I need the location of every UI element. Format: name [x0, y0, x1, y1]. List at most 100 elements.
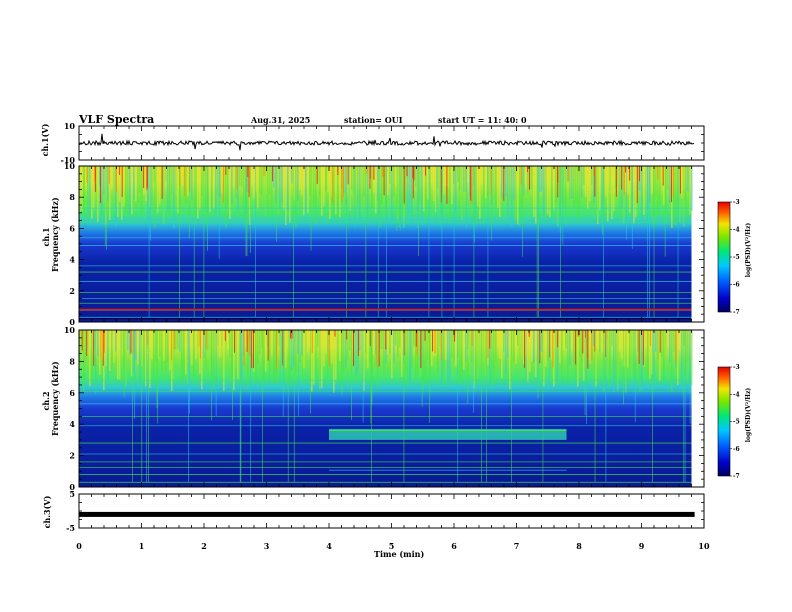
spec1-noise-streak — [99, 166, 101, 187]
spec1-noise-streak — [609, 166, 611, 191]
spec1-noise-streak — [661, 166, 663, 183]
spec1-noise-streak — [457, 166, 459, 183]
spec1-noise-streak — [651, 166, 653, 195]
spec2-noise-streak — [91, 330, 93, 383]
spec1-noise-streak — [669, 166, 671, 204]
spec2-noise-streak — [103, 330, 105, 391]
spec1-noise-streak — [411, 166, 413, 225]
spec2-noise-streak — [447, 330, 449, 381]
spec2-noise-streak — [179, 330, 181, 352]
spec2-hot-spike — [675, 330, 677, 362]
spec1-noise-streak — [375, 166, 377, 213]
spec2-noise-streak — [147, 330, 149, 350]
x-tick-label: 6 — [451, 541, 457, 551]
spec1-noise-streak — [319, 166, 321, 196]
colorbar1-tick-label: -4 — [733, 227, 740, 234]
spec1-noise-streak — [231, 166, 233, 204]
spec1-noise-streak — [427, 166, 429, 200]
spec2-hot-spike — [133, 330, 135, 355]
spec2-noise-streak — [229, 330, 231, 358]
spec2-noise-streak — [499, 330, 501, 360]
spec2-hot-spike — [524, 330, 526, 368]
spec1-noise-streak — [643, 166, 645, 215]
spec2-noise-streak — [389, 330, 391, 354]
spec2-hot-spike — [487, 330, 489, 359]
spec2-hot-spike — [346, 330, 348, 340]
colorbar1-tick-label: -3 — [733, 199, 740, 206]
spec1-noise-streak — [271, 166, 273, 218]
panel-frame-0 — [78, 125, 705, 161]
spec1-hot-spike — [672, 166, 674, 197]
spec2-noise-streak — [383, 330, 385, 375]
spec2-hot-spike — [243, 330, 245, 366]
spec1-noise-streak — [607, 166, 609, 222]
spec2-noise-streak — [359, 330, 361, 351]
spec1-noise-streak — [655, 166, 657, 197]
spec1-noise-streak — [321, 166, 323, 216]
spec2-hot-spike — [353, 330, 355, 367]
spec1-noise-streak — [423, 166, 425, 212]
spec2-noise-streak — [651, 330, 653, 375]
spec2-noise-streak — [255, 330, 257, 382]
spec1-noise-streak — [461, 166, 463, 220]
spec2-hot-spike — [591, 330, 593, 360]
spec2-noise-streak — [347, 330, 349, 360]
spec2-noise-streak — [579, 330, 581, 358]
spec1-noise-streak — [499, 166, 501, 218]
spec2-noise-streak — [635, 330, 637, 351]
spec1-hot-spike — [248, 166, 250, 198]
spec1-noise-streak — [111, 166, 113, 190]
spec1-hot-spike — [263, 166, 265, 176]
spec2-noise-streak — [325, 330, 327, 354]
spec1-hot-spike — [503, 166, 505, 201]
spec1-noise-streak — [197, 166, 199, 219]
x-tick-label: 3 — [264, 541, 270, 551]
spec2-noise-streak — [331, 330, 333, 364]
spec2-noise-streak — [547, 330, 549, 361]
spec1-hot-spike — [625, 166, 627, 173]
spec1-noise-streak — [269, 166, 271, 195]
spec2-noise-streak — [83, 330, 85, 392]
spec1-noise-streak — [273, 166, 275, 188]
spec2-noise-streak — [283, 330, 285, 391]
spec2-noise-streak — [469, 330, 471, 377]
spec2-noise-streak — [195, 330, 197, 360]
spec2-noise-streak — [337, 330, 339, 381]
colorbar1-tick-label: -6 — [733, 282, 740, 289]
spec1-noise-streak — [527, 166, 529, 195]
spec1-hot-spike — [143, 166, 145, 189]
spec1-noise-streak — [239, 166, 241, 187]
spec2-noise-streak — [427, 330, 429, 360]
chart-title: VLF Spectra — [79, 113, 155, 126]
spec2-noise-streak — [317, 330, 319, 348]
spec2-noise-streak — [459, 330, 461, 385]
spec1-ytick-label: 2 — [69, 286, 75, 296]
spec1-noise-streak — [489, 166, 491, 199]
spec1-noise-streak — [233, 166, 235, 188]
spec2-hot-spike — [440, 330, 442, 361]
spec1-ytick-label: 8 — [69, 192, 75, 202]
spec1-hot-spike — [222, 166, 224, 203]
spec2-noise-streak — [175, 330, 177, 350]
spec2-noise-streak — [145, 330, 147, 387]
spec2-noise-streak — [415, 330, 417, 379]
spec1-noise-streak — [125, 166, 127, 215]
spec2-noise-streak — [631, 330, 633, 377]
spec1-noise-streak — [357, 166, 359, 209]
spec2-noise-streak — [601, 330, 603, 353]
spec1-hot-spike — [424, 166, 426, 176]
spec2-noise-streak — [667, 330, 669, 348]
spec1-hot-spike — [615, 166, 617, 197]
spec2-noise-streak — [115, 330, 117, 352]
spec2-noise-streak — [89, 330, 91, 387]
spec1-hot-spike — [146, 166, 148, 188]
spec2-noise-streak — [527, 330, 529, 382]
spec2-noise-streak — [431, 330, 433, 367]
spec2-noise-streak — [613, 330, 615, 393]
spec1-noise-streak — [141, 166, 143, 213]
spec1-hot-spike — [369, 166, 371, 179]
spec1-hot-spike — [446, 166, 448, 204]
spec1-noise-streak — [501, 166, 503, 199]
spec2-noise-streak — [439, 330, 441, 347]
spec2-noise-streak — [135, 330, 137, 360]
